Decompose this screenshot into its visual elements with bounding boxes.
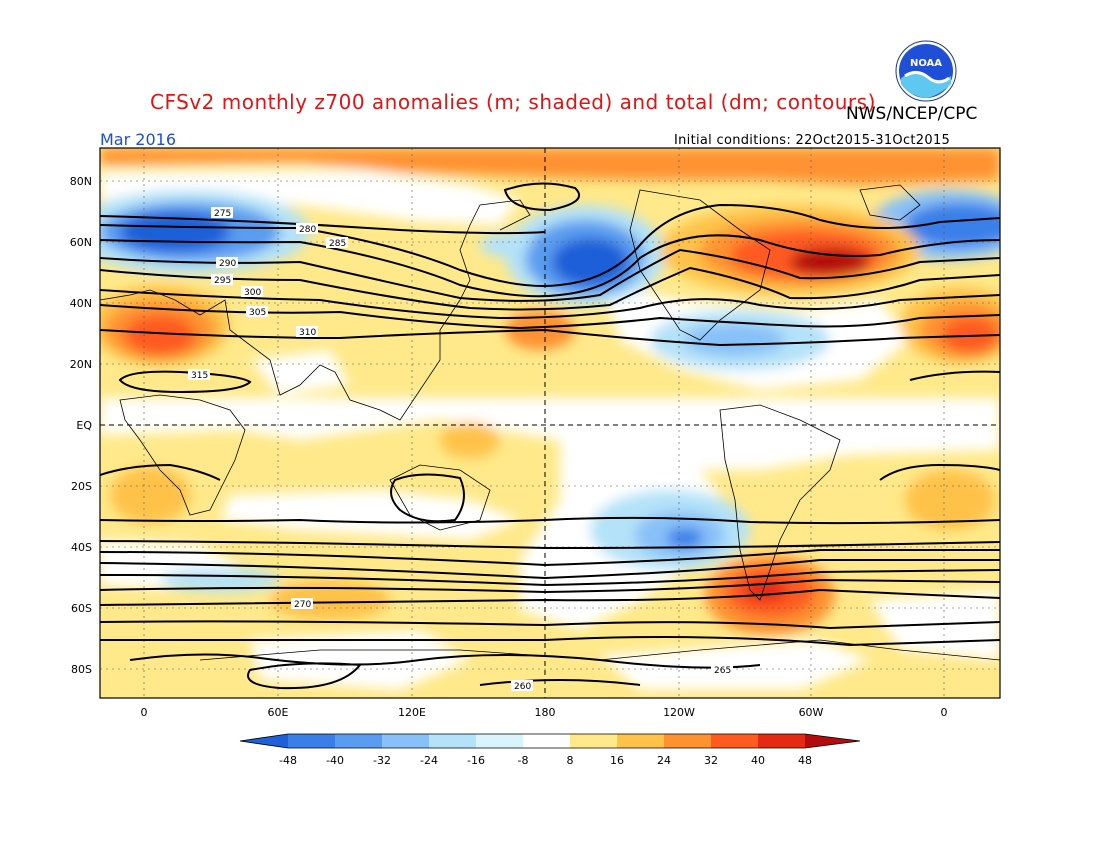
svg-text:310: 310 xyxy=(299,328,316,338)
colorbar-swatch xyxy=(758,734,805,748)
colorbar-swatch xyxy=(382,734,429,748)
agency-label: NWS/NCEP/CPC xyxy=(846,104,978,124)
contour-label-310: 310 xyxy=(296,326,318,338)
lat-label: 20S xyxy=(71,480,92,493)
colorbar-arrow-low xyxy=(240,734,288,748)
svg-text:285: 285 xyxy=(329,239,346,249)
svg-text:290: 290 xyxy=(219,259,236,269)
colorbar-arrow-high xyxy=(805,734,860,748)
forecast-month: Mar 2016 xyxy=(100,130,176,149)
lat-label: 40S xyxy=(71,541,92,554)
lat-label: 80S xyxy=(71,663,92,676)
colorbar: -48 -40 -32 -24 -16 -8 8 16 24 32 40 48 xyxy=(239,733,861,767)
colorbar-swatch xyxy=(335,734,382,748)
colorbar-label: -48 xyxy=(279,754,297,767)
map-frame xyxy=(99,147,1001,699)
colorbar-label: -32 xyxy=(373,754,391,767)
coastlines xyxy=(100,184,1000,661)
lat-label: 40N xyxy=(70,297,92,310)
colorbar-swatch xyxy=(288,734,335,748)
colorbar-swatch xyxy=(523,734,570,748)
colorbar-label: 8 xyxy=(567,754,574,767)
svg-text:NOAA: NOAA xyxy=(910,58,942,69)
svg-text:305: 305 xyxy=(249,308,266,318)
colorbar-swatch xyxy=(476,734,523,748)
colorbar-label: 24 xyxy=(657,754,671,767)
colorbar-label: 16 xyxy=(610,754,624,767)
colorbar-label: -24 xyxy=(420,754,438,767)
longitude-labels: 0 60E 120E 180 120W 60W 0 xyxy=(141,706,948,719)
colorbar-label: -40 xyxy=(326,754,344,767)
contour-label-315: 315 xyxy=(188,369,210,381)
lat-label: 20N xyxy=(70,358,92,371)
lat-label: 80N xyxy=(70,175,92,188)
contour-label-260: 260 xyxy=(511,680,533,692)
colorbar-label: -16 xyxy=(467,754,485,767)
colorbar-label: 32 xyxy=(704,754,718,767)
colorbar-swatch xyxy=(617,734,664,748)
lat-label: 60N xyxy=(70,236,92,249)
colorbar-label: 48 xyxy=(798,754,812,767)
anomaly-shading xyxy=(100,148,1000,698)
height-contours xyxy=(100,182,1000,690)
lon-label: 60W xyxy=(799,706,824,719)
colorbar-swatch xyxy=(429,734,476,748)
svg-text:275: 275 xyxy=(214,209,231,219)
chart-title: CFSv2 monthly z700 anomalies (m; shaded)… xyxy=(150,90,876,114)
contour-labels: 260 265 270 275 280 285 290 295 300 305 … xyxy=(188,207,733,692)
contour-label-285: 285 xyxy=(326,237,348,249)
contour-label-290: 290 xyxy=(216,257,238,269)
contour-label-300: 300 xyxy=(241,286,263,298)
lon-label: 120W xyxy=(663,706,695,719)
contour-label-305: 305 xyxy=(246,306,268,318)
latitude-labels: 80N 60N 40N 20N EQ 20S 40S 60S 80S xyxy=(70,175,93,676)
lon-label: 0 xyxy=(141,706,148,719)
contour-label-265: 265 xyxy=(711,664,733,676)
lon-label: 60E xyxy=(268,706,289,719)
lat-label: EQ xyxy=(76,419,92,432)
initial-conditions: Initial conditions: 22Oct2015-31Oct2015 xyxy=(674,133,951,148)
colorbar-swatch xyxy=(711,734,758,748)
contour-label-280: 280 xyxy=(296,223,318,235)
noaa-logo: NOAA xyxy=(895,40,957,102)
contour-label-295: 295 xyxy=(211,274,233,286)
colorbar-swatch xyxy=(570,734,617,748)
lon-label: 0 xyxy=(941,706,948,719)
colorbar-label: -8 xyxy=(518,754,529,767)
svg-text:270: 270 xyxy=(294,600,311,610)
lat-label: 60S xyxy=(71,602,92,615)
colorbar-label: 40 xyxy=(751,754,765,767)
colorbar-swatch xyxy=(664,734,711,748)
contour-label-275: 275 xyxy=(211,207,233,219)
svg-text:260: 260 xyxy=(514,682,531,692)
svg-text:280: 280 xyxy=(299,225,316,235)
svg-text:300: 300 xyxy=(244,288,261,298)
contour-label-270: 270 xyxy=(291,598,313,610)
lon-label: 180 xyxy=(535,706,556,719)
lon-label: 120E xyxy=(398,706,426,719)
svg-text:265: 265 xyxy=(714,666,731,676)
svg-text:295: 295 xyxy=(214,276,231,286)
svg-text:315: 315 xyxy=(191,371,208,381)
